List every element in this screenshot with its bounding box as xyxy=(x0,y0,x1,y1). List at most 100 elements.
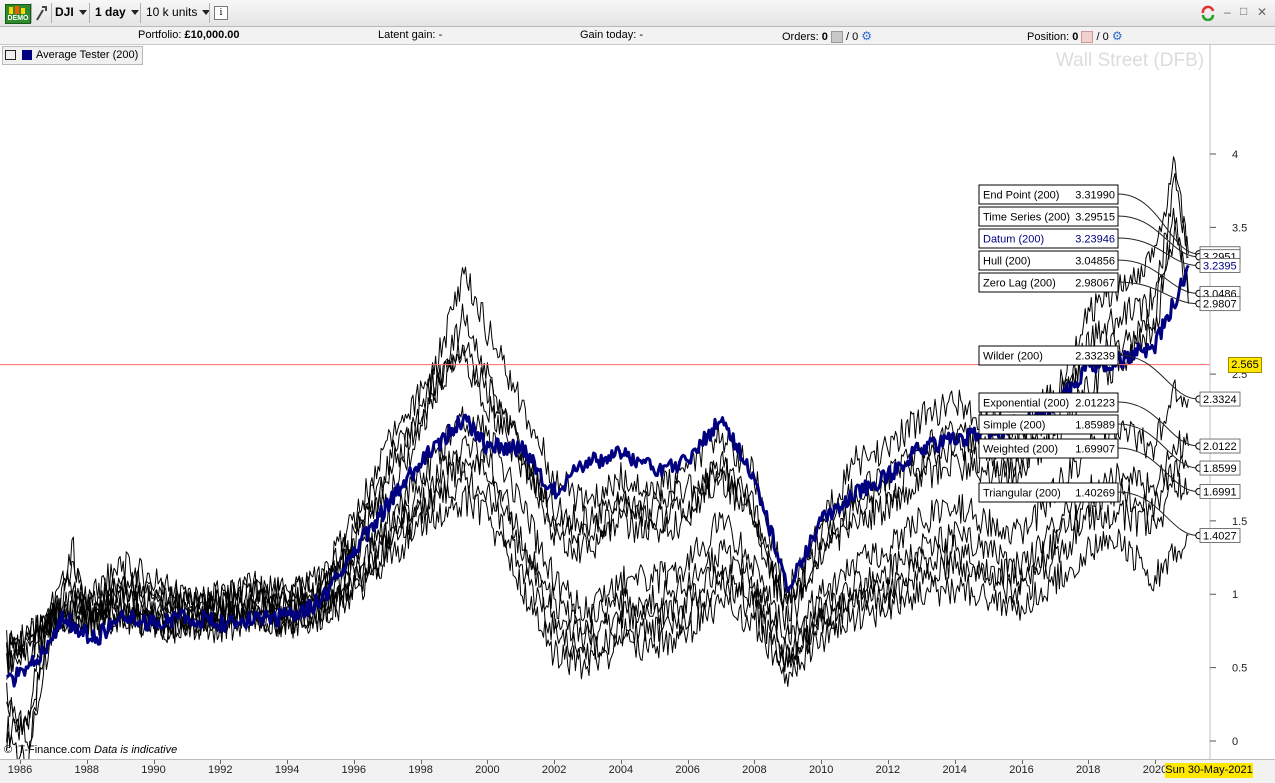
orders-total: / 0 xyxy=(846,31,859,43)
x-tick-label: 2020 xyxy=(1142,764,1168,776)
y-tick-label: 3.5 xyxy=(1232,222,1247,234)
indicator-label-box xyxy=(978,250,1119,271)
x-tick-label: 1990 xyxy=(141,764,166,776)
axis-value-box xyxy=(1199,258,1241,273)
indicator-connector xyxy=(1117,354,1199,400)
axis-value-label: 1.4027 xyxy=(1203,531,1237,543)
indicator-legend[interactable]: Average Tester (200) xyxy=(2,46,144,65)
axis-value-box xyxy=(1199,460,1241,476)
position-total: / 0 xyxy=(1096,31,1109,43)
axis-value-label: 1.8599 xyxy=(1203,463,1237,475)
x-axis: 1986 1988 1990 1992 1994 1996 1998 2000 2002 2004… xyxy=(0,759,1275,783)
restore-window-icon[interactable] xyxy=(5,50,16,61)
crosshair-date-flag: Sun 30-May-2021 xyxy=(1165,763,1253,778)
position-close-icon[interactable] xyxy=(1081,31,1094,44)
x-tick xyxy=(687,760,689,764)
indicator-label-box xyxy=(978,438,1119,459)
x-tick-label: 1996 xyxy=(341,764,367,776)
axis-value-box xyxy=(1199,391,1241,407)
indicator-label-box xyxy=(978,184,1119,205)
indicator-connector xyxy=(1117,193,1199,255)
symbol-select[interactable]: DJI xyxy=(55,2,87,23)
indicator-value: 3.31990 xyxy=(1075,190,1115,202)
x-tick-label: 2006 xyxy=(675,764,700,776)
x-tick xyxy=(1021,760,1023,764)
indicator-connector xyxy=(1117,281,1199,305)
latent-gain-value: - xyxy=(438,29,443,41)
x-tick xyxy=(821,760,823,764)
indicator-name: Time Series (200) xyxy=(983,212,1070,224)
x-tick xyxy=(887,760,889,764)
indicator-connector xyxy=(1117,237,1199,267)
axis-value-box xyxy=(1199,484,1241,499)
x-tick-label: 2016 xyxy=(1009,764,1034,776)
indicator-connector xyxy=(1117,215,1199,258)
close-icon[interactable]: ✕ xyxy=(1257,5,1268,19)
x-tick xyxy=(20,760,21,764)
x-tick xyxy=(620,760,622,764)
y-tick-label: 4 xyxy=(1232,149,1238,161)
orders-clear-icon[interactable] xyxy=(830,31,843,44)
wrench-icon[interactable] xyxy=(34,4,48,22)
y-tick-label: 1.5 xyxy=(1232,516,1247,528)
minimize-icon[interactable]: – xyxy=(1224,5,1231,19)
x-tick-label: 2014 xyxy=(942,764,967,776)
axis-value-box xyxy=(1199,296,1241,312)
x-tick xyxy=(487,760,489,764)
x-tick xyxy=(420,760,422,764)
indicator-label-group: Triangular (200) 1.40269 1.4027 xyxy=(978,482,1241,543)
interval-select[interactable]: 1 day xyxy=(95,2,139,23)
refresh-icon[interactable] xyxy=(1200,5,1216,22)
watermark: Wall Street (DFB) xyxy=(1056,50,1204,71)
x-tick-label: 2000 xyxy=(475,764,500,776)
x-tick-label: 1986 xyxy=(7,764,33,776)
position-count: 0 xyxy=(1072,31,1079,43)
indicator-connector xyxy=(1117,447,1199,493)
indicator-connector xyxy=(1117,259,1199,294)
indicator-label-box xyxy=(978,392,1119,413)
indicative-note: Data is indicative xyxy=(94,744,178,756)
x-tick-label: 1994 xyxy=(274,764,300,776)
indicator-label-group: Weighted (200) 1.69907 1.6991 xyxy=(978,438,1241,499)
x-tick-label: 2008 xyxy=(742,764,767,776)
toolbar: DEMO DJI 1 day 10 k units i – □ ✕ xyxy=(0,0,1275,27)
orders-label: Orders: xyxy=(782,31,819,43)
price-chart[interactable]: Wall Street (DFB) 00.511.522.533.54 End … xyxy=(0,44,1275,759)
x-tick xyxy=(1088,760,1090,764)
indicator-label-box xyxy=(978,206,1119,227)
axis-value-label: 2.3324 xyxy=(1203,394,1237,406)
indicator-value: 3.04856 xyxy=(1075,256,1115,268)
orders-settings-icon[interactable]: ⚙ xyxy=(861,29,873,43)
indicator-value: 2.98067 xyxy=(1075,278,1115,290)
portfolio-label: Portfolio: xyxy=(138,29,182,41)
x-tick xyxy=(754,760,756,764)
indicator-connector xyxy=(1117,401,1199,447)
copyright-text: © IT-Finance.com xyxy=(4,744,91,756)
x-tick-label: 2018 xyxy=(1075,764,1101,776)
position-label: Position: xyxy=(1027,31,1070,43)
info-icon[interactable]: i xyxy=(214,6,228,20)
y-tick-label: 1 xyxy=(1232,589,1238,601)
indicator-name: Wilder (200) xyxy=(983,351,1043,363)
axis-value-label: 3.2395 xyxy=(1203,261,1237,273)
series-line xyxy=(6,485,1189,687)
units-select[interactable]: 10 k units xyxy=(146,2,211,23)
legend-swatch xyxy=(22,50,32,61)
y-tick-label: 0.5 xyxy=(1232,663,1247,675)
maximize-icon[interactable]: □ xyxy=(1240,4,1248,18)
indicator-value: 2.33239 xyxy=(1075,351,1115,363)
x-tick xyxy=(287,760,289,764)
indicator-label-group: Exponential (200) 2.01223 2.0122 xyxy=(978,392,1241,454)
indicator-value: 3.29515 xyxy=(1075,212,1115,224)
x-tick xyxy=(554,760,556,764)
x-tick xyxy=(353,760,355,764)
indicator-connector xyxy=(1117,491,1199,537)
indicator-name: Simple (200) xyxy=(983,420,1045,432)
portfolio-value: £10,000.00 xyxy=(184,29,240,41)
gain-today-label: Gain today: xyxy=(580,29,637,41)
indicator-name: Datum (200) xyxy=(983,234,1044,246)
indicator-name: End Point (200) xyxy=(983,190,1059,202)
axis-value-box xyxy=(1199,528,1241,543)
position-settings-icon[interactable]: ⚙ xyxy=(1111,29,1123,43)
x-tick xyxy=(86,760,88,764)
